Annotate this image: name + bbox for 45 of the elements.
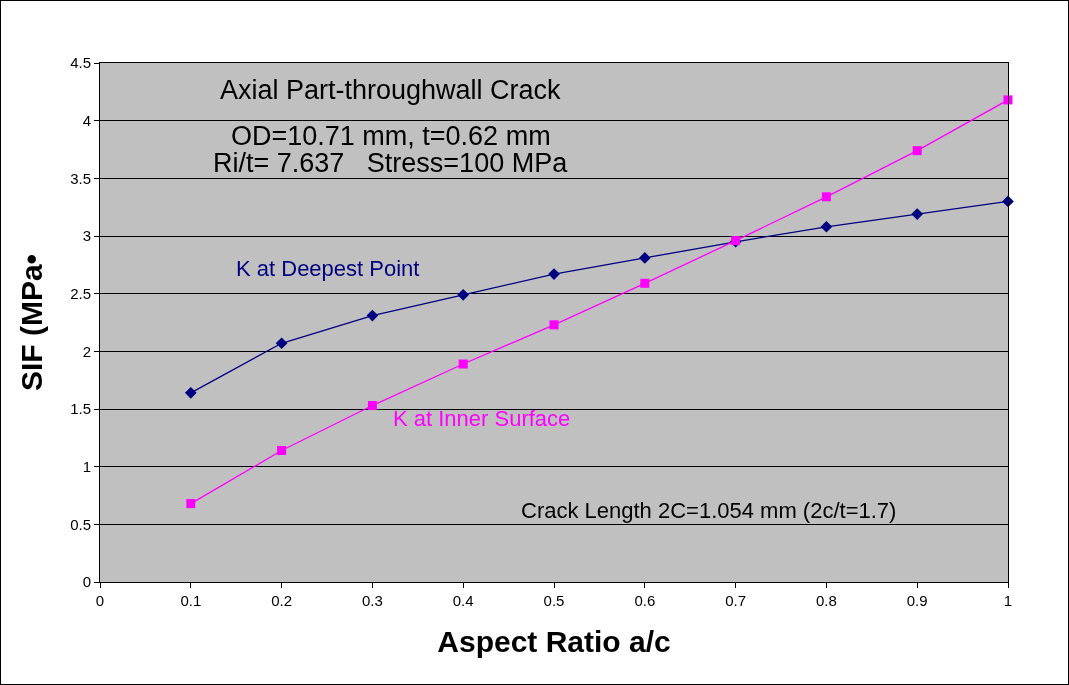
x-tick-label: 0.3 [361,592,383,609]
y-tick-label: 0.5 [70,515,91,533]
y-tick-label: 1.5 [70,400,91,418]
x-tick-label: 0.2 [271,592,293,609]
point [458,359,468,369]
point [366,309,379,322]
point [549,320,559,330]
point [457,288,470,301]
x-tick-label: 0.9 [906,592,928,609]
x-axis-title: Aspect Ratio a/c [437,624,671,658]
series-label: K at Deepest Point [236,256,420,281]
x-tick-label: 0.1 [180,592,202,609]
point [275,337,288,350]
x-tick-label: 0.7 [725,592,747,609]
y-tick-label: 2 [82,342,91,360]
point [640,278,650,288]
y-tick-label: 3.5 [70,169,91,187]
y-axis-title: SIF (MPa• [15,253,49,392]
y-tick-label: 0 [82,573,91,591]
point [911,208,924,220]
x-tick-label: 0.6 [634,592,656,609]
x-tick-label: 1 [1003,592,1013,609]
x-tick-label: 0.8 [815,592,837,609]
x-tick-label: 0.5 [543,592,565,609]
point [186,499,196,509]
point [638,252,651,264]
y-tick-label: 4 [82,111,91,129]
y-tick-label: 1 [82,457,91,475]
point [1002,195,1014,208]
annotation: Crack Length 2C=1.054 mm (2c/t=1.7) [521,498,897,523]
point [912,146,922,156]
point [821,192,831,202]
point [367,401,377,411]
point [820,220,833,233]
annotation: Axial Part-throughwall Crack [220,75,562,105]
y-tick-label: 4.5 [70,54,91,72]
series-label: K at Inner Surface [393,406,571,431]
y-tick-label: 3 [82,227,91,245]
point [184,387,197,399]
annotation: Ri/t= 7.637 Stress=100 MPa [213,148,569,178]
x-tick-label: 0.4 [452,592,474,609]
annotation: OD=10.71 mm, t=0.62 mm [231,121,551,151]
point [277,446,287,456]
x-tick-label: 0 [95,592,105,609]
y-tick-label: 2.5 [70,284,91,302]
